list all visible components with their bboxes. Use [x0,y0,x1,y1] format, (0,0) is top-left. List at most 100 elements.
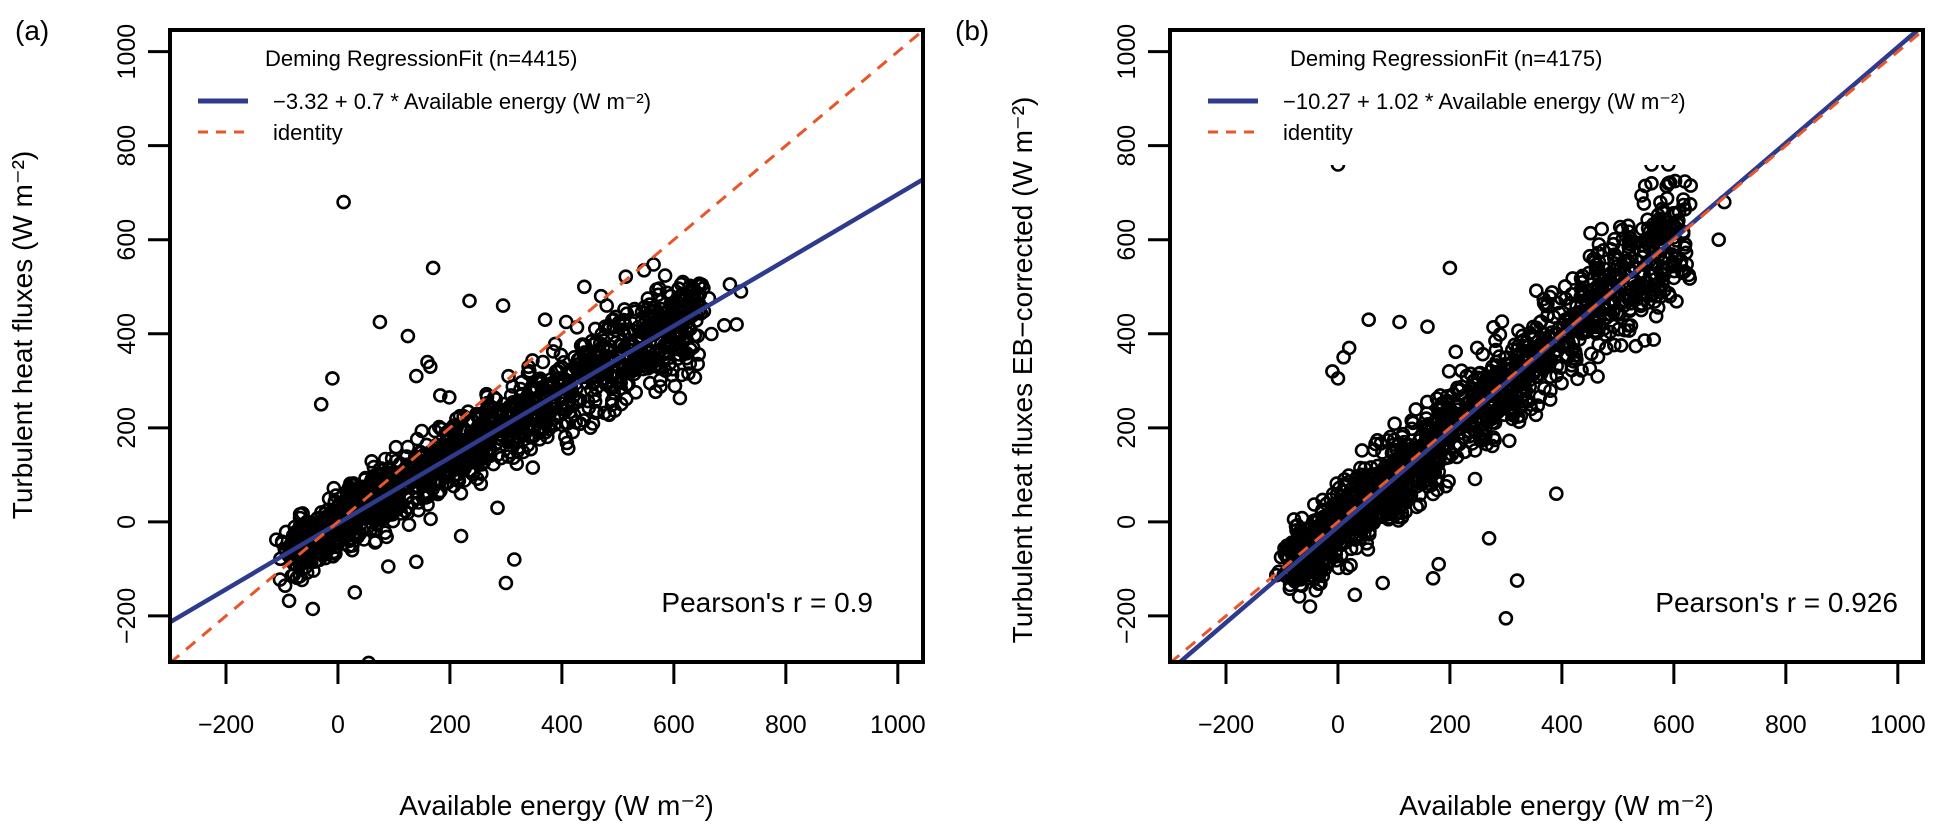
data-point [292,510,308,526]
outlier-point [1425,570,1441,586]
data-point [1441,363,1457,379]
data-point [1404,421,1420,437]
data-point [1544,285,1560,300]
data-point [617,302,632,317]
data-point [1532,389,1548,405]
data-point [1379,462,1394,478]
data-point [1636,196,1652,211]
data-point [534,380,549,395]
panel-label: (b) [955,15,989,46]
data-point [554,396,569,411]
data-point [1602,324,1618,340]
data-point [268,532,284,548]
data-point [463,424,479,440]
data-point [1273,549,1289,565]
data-point [1676,197,1691,213]
data-point [1628,285,1644,301]
data-point [1353,467,1369,483]
outlier-point [1549,486,1564,502]
data-point [1510,342,1525,357]
outlier-point [1347,587,1363,603]
data-point [650,287,666,303]
data-point [653,301,669,317]
outlier-point [422,359,438,375]
data-point [1487,432,1502,448]
data-point [1494,314,1510,329]
x-tick-label: 800 [765,711,807,739]
data-point [606,385,622,401]
x-tick-label: 400 [541,711,583,739]
outlier-point [408,368,424,384]
data-point [1606,269,1621,284]
data-point [1621,233,1637,249]
data-point [1565,271,1580,286]
data-point [683,341,698,357]
data-point [570,391,586,407]
data-point [642,375,658,391]
outlier-point [336,194,351,210]
x-tick-label: −200 [1198,711,1254,739]
outlier-point [1509,573,1525,588]
data-point [505,379,521,394]
data-point [512,396,528,411]
x-tick-label: 0 [1331,711,1345,739]
y-tick-label: 200 [1113,407,1141,449]
data-point [1465,387,1481,403]
data-point [522,363,537,379]
outlier-point [408,554,424,570]
data-point [400,457,415,473]
data-point [674,367,690,383]
data-point [1391,479,1406,495]
x-tick-label: 200 [429,711,471,739]
data-point [486,456,501,472]
outlier-point [498,575,514,591]
data-point [478,428,494,444]
outlier-point [380,559,396,574]
data-point [310,510,325,526]
legend-label-identity: identity [273,120,343,145]
data-point [1638,287,1653,303]
data-point [1473,433,1488,448]
data-point [425,481,440,497]
data-point [1538,298,1554,314]
data-point [423,511,438,527]
data-point [1648,308,1664,324]
data-point [1286,570,1302,586]
outlier-point [347,585,363,600]
data-point [1443,402,1458,417]
data-point [690,356,706,372]
y-tick-label: 1000 [113,24,141,80]
data-point [470,408,485,424]
data-point [1381,510,1397,525]
data-point [351,524,366,540]
data-point [554,359,570,375]
data-point [411,495,426,510]
data-point [1418,431,1434,446]
data-point [321,491,337,507]
data-point [479,386,494,402]
data-point [595,371,610,387]
data-point [343,522,358,537]
data-point [1614,222,1630,238]
y-tick-label: 800 [113,125,141,167]
data-point [1498,356,1513,372]
y-tick-label: 0 [113,515,141,529]
identity-line [170,30,923,662]
data-point [549,373,565,388]
data-point [657,268,673,283]
legend-title: Deming RegressionFit (n=4415) [265,46,577,71]
data-point [623,361,639,377]
outlier-point [1431,556,1446,572]
outlier-point [1582,248,1598,264]
data-point [614,357,630,373]
data-point [465,466,481,482]
x-tick-label: 200 [1429,711,1471,739]
data-point [1590,369,1605,384]
data-point [656,338,672,354]
data-point [287,528,303,543]
outlier-point [400,328,416,344]
data-point [1337,476,1353,492]
data-point [1311,567,1327,583]
data-point [1360,542,1376,557]
data-point [1655,276,1670,292]
